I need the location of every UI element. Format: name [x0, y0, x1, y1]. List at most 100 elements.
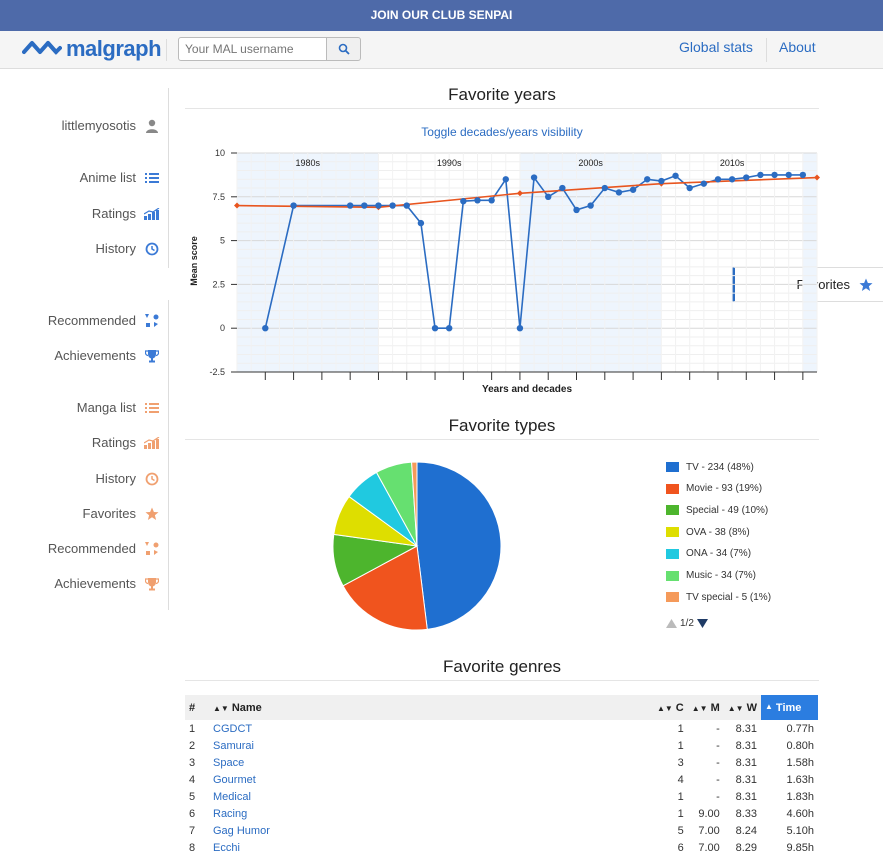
data-point-year[interactable] — [629, 186, 637, 193]
data-point-year[interactable] — [601, 184, 609, 192]
data-point-year[interactable] — [290, 202, 297, 209]
cell-genre-name[interactable]: Space — [213, 756, 245, 769]
table-row: 3 Space 3 - 8.31 1.58h — [185, 754, 818, 771]
data-point-year[interactable] — [346, 202, 354, 209]
sidebar-item-anime-ratings[interactable]: Ratings — [20, 196, 170, 231]
data-point-year[interactable] — [587, 202, 594, 209]
data-point-year[interactable] — [460, 197, 467, 205]
sidebar-item-manga-achievements[interactable]: Achievements — [20, 566, 170, 601]
data-point-decade[interactable] — [516, 190, 523, 197]
join-club-banner[interactable]: JOIN OUR CLUB SENPAI — [0, 0, 883, 31]
sidebar-item-anime-recommended[interactable]: Recommended — [20, 303, 170, 338]
data-point-year[interactable] — [516, 325, 524, 332]
legend-item[interactable]: TV special - 5 (1%) — [666, 590, 771, 604]
username-search-input[interactable] — [178, 37, 328, 61]
sidebar-item-label: Achievements — [54, 348, 136, 363]
data-point-year[interactable] — [743, 174, 750, 181]
data-point-year[interactable] — [686, 184, 693, 192]
search-button[interactable] — [326, 37, 361, 61]
sidebar-item-manga-favorites[interactable]: Favorites — [20, 496, 170, 531]
data-point-year[interactable] — [615, 189, 623, 196]
cell-genre-name[interactable]: Gourmet — [213, 773, 256, 786]
legend-prev-page-icon[interactable] — [666, 619, 677, 628]
data-point-decade[interactable] — [814, 174, 820, 181]
sidebar-user-profile[interactable]: littlemyosotis — [20, 108, 170, 143]
ratings-chart-icon — [144, 206, 160, 222]
favorite-years-line-chart: 107.552.50-2.5 1980s1990s2000s2010s2020s… — [189, 148, 820, 395]
data-point-year[interactable] — [658, 177, 665, 185]
cell-genre-name[interactable]: Medical — [213, 790, 251, 803]
data-point-year[interactable] — [417, 219, 425, 227]
data-point-year[interactable] — [573, 206, 580, 214]
legend-item[interactable]: Music - 34 (7%) — [666, 569, 756, 583]
sidebar-item-manga-list[interactable]: Manga list — [20, 390, 170, 425]
sidebar-item-manga-history[interactable]: History — [20, 461, 170, 496]
sidebar-item-anime-achievements[interactable]: Achievements — [20, 338, 170, 373]
data-point-year[interactable] — [771, 171, 778, 179]
legend-next-page-icon[interactable] — [696, 619, 708, 628]
y-tick-label: 0 — [220, 323, 225, 333]
sidebar-item-anime-history[interactable]: History — [20, 231, 170, 266]
cell-genre-name[interactable]: Samurai — [213, 739, 254, 752]
recommended-shapes-icon — [144, 541, 160, 557]
table-row: 5 Medical 1 - 8.31 1.83h — [185, 788, 818, 805]
column-header-mean[interactable]: ▲▼ M — [687, 695, 724, 720]
cell-genre-name[interactable]: Gag Humor — [213, 824, 270, 837]
sidebar-item-anime-list[interactable]: Anime list — [20, 160, 170, 195]
column-header-count[interactable]: ▲▼ C — [652, 695, 688, 720]
data-point-year[interactable] — [502, 176, 509, 183]
pie-slice[interactable] — [416, 461, 502, 630]
sidebar-item-manga-ratings[interactable]: Ratings — [20, 425, 170, 460]
cell-rank: 4 — [189, 773, 196, 786]
data-point-decade[interactable] — [234, 202, 240, 209]
user-icon — [144, 118, 160, 134]
data-point-year[interactable] — [361, 202, 368, 209]
data-point-year[interactable] — [559, 184, 566, 192]
sidebar-item-manga-recommended[interactable]: Recommended — [20, 531, 170, 566]
column-header-label: C — [675, 701, 684, 714]
cell-genre-name[interactable]: CGDCT — [213, 722, 253, 735]
data-point-year[interactable] — [262, 325, 269, 332]
data-point-year[interactable] — [672, 172, 679, 179]
global-stats-link[interactable]: Global stats — [679, 39, 753, 55]
data-point-year[interactable] — [785, 171, 792, 179]
about-link[interactable]: About — [779, 39, 816, 55]
legend-item[interactable]: Movie - 93 (19%) — [666, 482, 762, 496]
data-point-year[interactable] — [445, 325, 453, 332]
legend-label: OVA - 38 (8%) — [686, 526, 750, 538]
username-label: littlemyosotis — [61, 118, 136, 133]
data-point-year[interactable] — [530, 174, 538, 181]
data-point-year[interactable] — [700, 180, 708, 187]
star-icon — [144, 506, 160, 522]
data-point-year[interactable] — [728, 176, 736, 183]
legend-item[interactable]: ONA - 34 (7%) — [666, 547, 751, 561]
data-point-year[interactable] — [488, 197, 495, 204]
data-point-year[interactable] — [644, 176, 651, 183]
legend-item[interactable]: Special - 49 (10%) — [666, 503, 768, 517]
logo[interactable]: malgraph — [22, 36, 162, 62]
column-header-time[interactable]: ▲ Time — [761, 695, 818, 720]
data-point-year[interactable] — [799, 171, 807, 179]
cell-mean: 7.00 — [698, 841, 720, 854]
data-point-year[interactable] — [431, 325, 439, 332]
cell-genre-name[interactable]: Racing — [213, 807, 248, 820]
cell-genre-name[interactable]: Ecchi — [213, 841, 240, 854]
data-point-year[interactable] — [714, 176, 722, 183]
pie-slice[interactable] — [411, 461, 418, 547]
cell-count: 1 — [677, 722, 684, 735]
data-point-year[interactable] — [403, 202, 410, 209]
data-point-year[interactable] — [474, 197, 481, 204]
data-point-year[interactable] — [757, 171, 764, 179]
cell-mean: 7.00 — [698, 824, 720, 837]
data-point-year[interactable] — [375, 202, 382, 209]
column-header-name[interactable]: ▲▼ Name — [209, 695, 653, 720]
legend-item[interactable]: TV - 234 (48%) — [666, 460, 754, 474]
pie-slice[interactable] — [342, 545, 428, 631]
column-header-weighted[interactable]: ▲▼ W — [723, 695, 761, 720]
legend-item[interactable]: OVA - 38 (8%) — [666, 525, 750, 539]
data-point-year[interactable] — [545, 193, 552, 200]
data-point-year[interactable] — [389, 202, 396, 209]
cell-count: 1 — [677, 807, 684, 820]
toggle-decades-years-link[interactable]: Toggle decades/years visibility — [421, 125, 583, 139]
cell-weighted: 8.31 — [735, 722, 757, 735]
